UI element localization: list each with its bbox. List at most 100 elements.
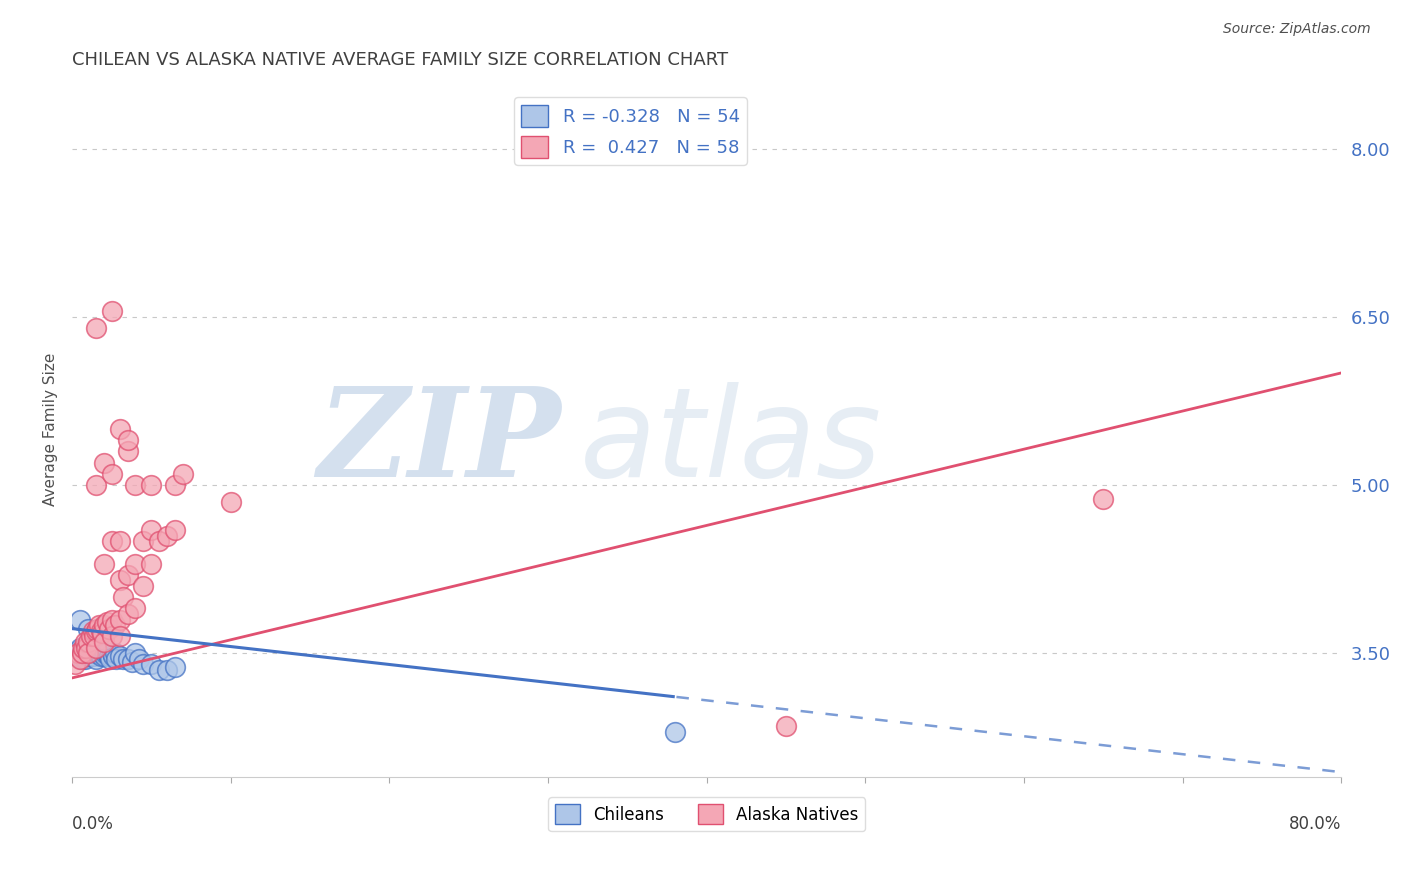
Point [100,630,122,644]
Point [76,646,98,660]
Point [775,719,797,733]
Point [172,467,194,481]
Point [67,646,90,660]
Point [100,646,122,660]
Point [83,646,105,660]
Point [93,618,115,632]
Point [93,648,115,663]
Point [90,648,112,663]
Point [84,321,107,335]
Point [70,652,93,666]
Point [97,622,120,636]
Text: Source: ZipAtlas.com: Source: ZipAtlas.com [1223,22,1371,37]
Point [105,652,128,666]
Point [165,478,187,492]
Point [63,646,86,660]
Point [141,557,163,571]
Point [69,652,91,666]
Point [73,635,96,649]
Point [91,626,114,640]
Point [117,433,139,447]
Point [132,534,155,549]
Point [108,648,131,663]
Point [128,652,150,666]
Point [124,557,146,571]
Point [63,657,86,672]
Point [84,478,107,492]
Point [93,456,115,470]
Point [67,644,90,658]
Point [100,467,122,481]
Point [82,648,104,663]
Point [117,607,139,621]
Point [108,574,131,588]
Point [100,534,122,549]
Point [96,615,118,629]
Point [121,655,143,669]
Point [117,652,139,666]
Point [117,567,139,582]
Point [111,591,134,605]
Point [132,657,155,672]
Text: 80.0%: 80.0% [1289,815,1341,833]
Point [124,478,146,492]
Point [93,557,115,571]
Point [141,657,163,672]
Point [73,648,96,663]
Point [108,630,131,644]
Point [75,646,97,660]
Point [94,646,117,660]
Point [124,646,146,660]
Point [67,646,90,660]
Point [86,622,108,636]
Point [79,646,101,660]
Point [72,644,94,658]
Point [132,579,155,593]
Point [86,646,108,660]
Point [72,640,94,655]
Point [75,640,97,655]
Point [141,478,163,492]
Point [76,648,98,663]
Point [69,613,91,627]
Text: ZIP: ZIP [316,382,561,504]
Point [76,646,98,660]
Point [156,663,179,677]
Point [98,652,121,666]
Point [124,601,146,615]
Point [70,646,93,660]
Point [80,646,103,660]
Point [91,646,114,660]
Point [219,495,242,509]
Point [165,659,187,673]
Point [97,648,120,663]
Point [90,624,112,638]
Point [70,646,93,660]
Text: atlas: atlas [579,383,882,503]
Point [108,613,131,627]
Point [66,648,89,663]
Point [100,304,122,318]
Point [72,646,94,660]
Point [156,528,179,542]
Y-axis label: Average Family Size: Average Family Size [44,352,58,506]
Point [104,646,127,660]
Point [76,635,98,649]
Point [84,640,107,655]
Point [69,646,91,660]
Point [84,624,107,638]
Point [93,632,115,647]
Point [87,646,110,660]
Point [148,663,170,677]
Point [66,646,89,660]
Point [117,444,139,458]
Point [84,646,107,660]
Point [69,648,91,663]
Point [87,618,110,632]
Point [69,640,91,655]
Point [664,724,686,739]
Point [148,534,170,549]
Point [82,624,104,638]
Point [103,648,125,663]
Point [75,644,97,658]
